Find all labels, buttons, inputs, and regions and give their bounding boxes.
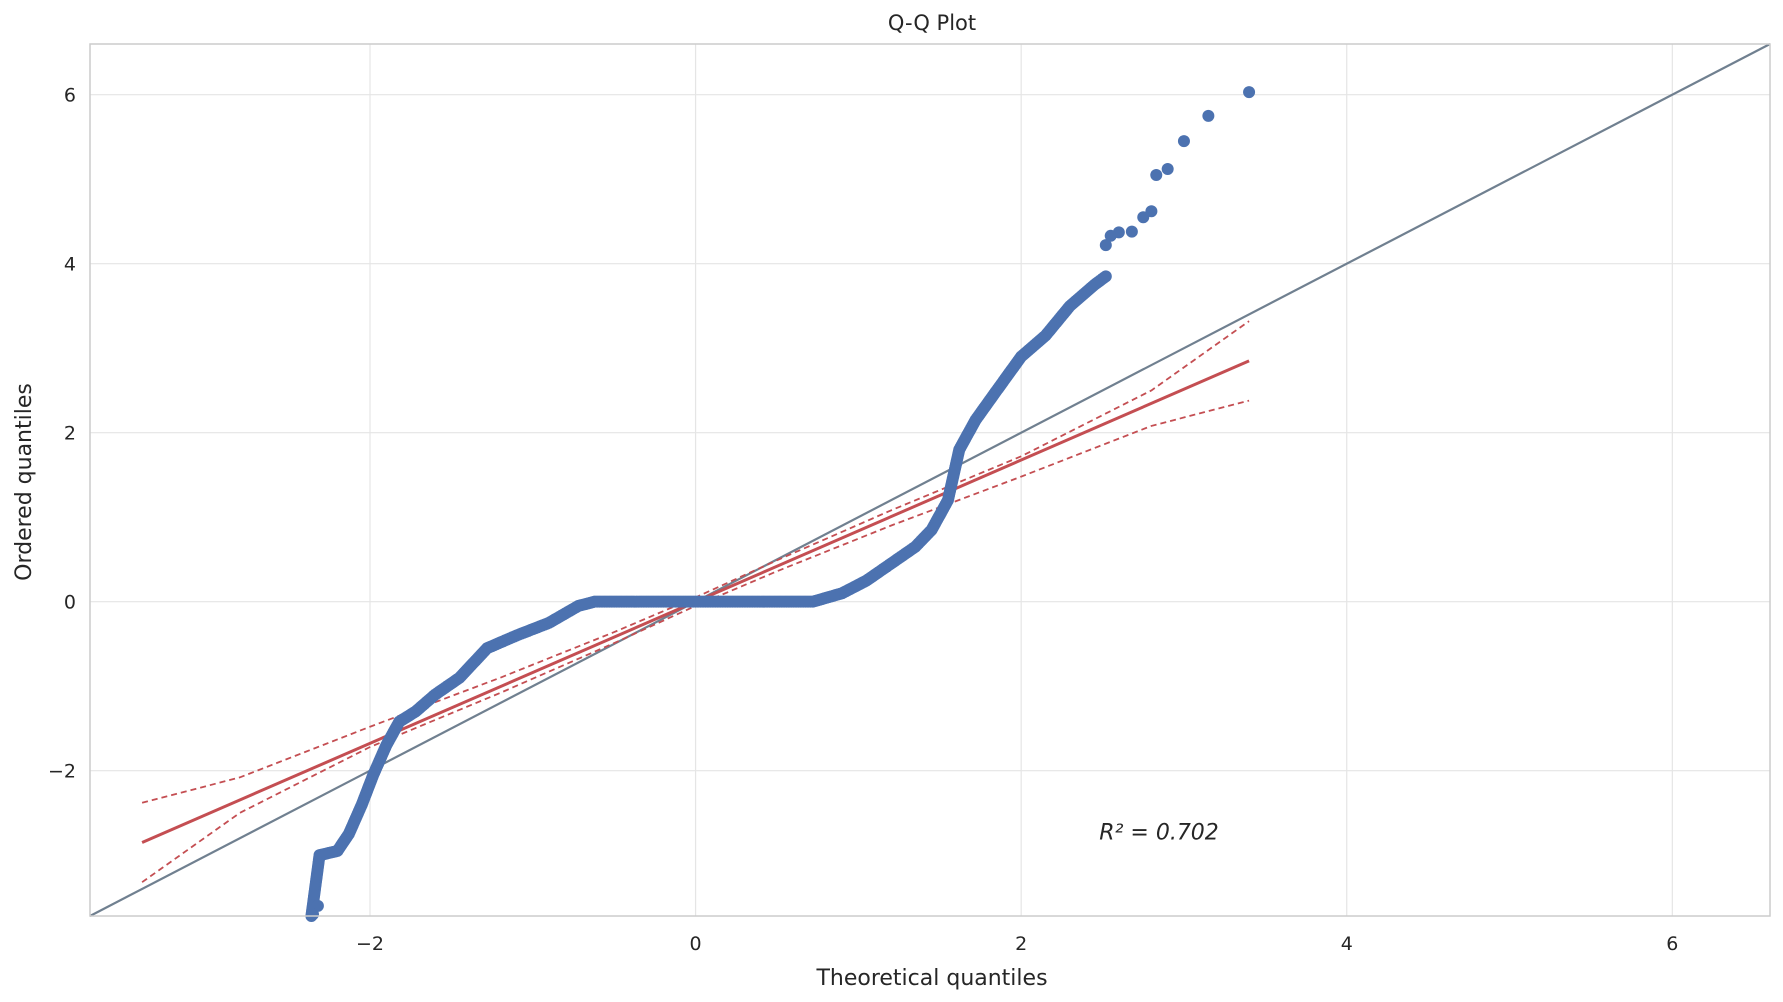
data-point [307,908,320,921]
x-tick-label: 2 [1015,933,1027,955]
y-tick-label: 6 [64,85,76,107]
r-squared-annotation: R² = 0.702 [1099,821,1219,846]
plot-frame [89,43,1771,917]
x-tick-label: 0 [690,933,702,955]
y-tick-label: 0 [64,592,76,614]
y-tick-label: −2 [48,761,76,783]
data-point [1150,168,1163,181]
data-point [1161,163,1174,176]
data-point [1243,86,1256,99]
x-tick-label: 6 [1666,933,1678,955]
y-tick-label: 4 [64,254,76,276]
data-point [1202,109,1215,122]
data-point [1112,226,1125,239]
data-point [1125,225,1138,238]
y-tick-label: 2 [64,423,76,445]
chart-title: Q-Q Plot [888,11,976,35]
data-points [305,86,1256,922]
x-axis-label: Theoretical quantiles [815,966,1047,991]
tick-labels: −2 0 2 4 6 −2 0 2 4 6 [48,85,1678,955]
y-axis-label: Ordered quantiles [12,383,37,581]
x-tick-label: 4 [1341,933,1353,955]
grid-lines [90,44,1770,916]
x-tick-label: −2 [356,933,384,955]
data-point [1099,239,1112,252]
data-point [1145,205,1158,218]
data-point [1177,135,1190,148]
data-point [1099,270,1112,283]
